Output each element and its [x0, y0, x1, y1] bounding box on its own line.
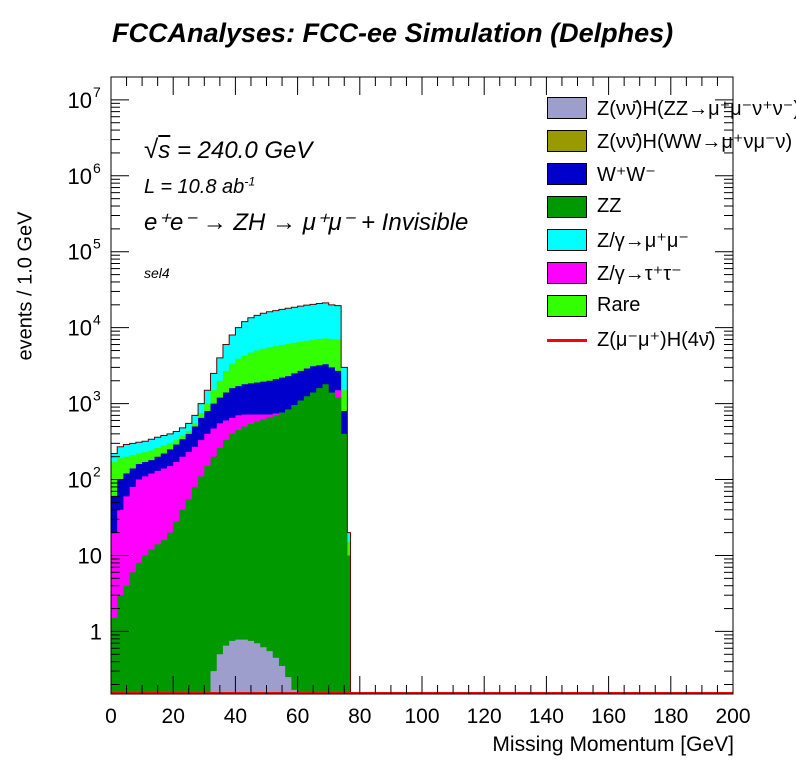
legend-color-swatch	[547, 229, 587, 251]
x-tick-label: 200	[715, 705, 750, 728]
x-tick-label: 160	[591, 705, 626, 728]
y-tick-exponent: 6	[93, 160, 101, 176]
y-tick-exponent: 2	[93, 464, 101, 480]
y-tick-exponent: 4	[93, 312, 101, 328]
process-annotation: e⁺e⁻ → ZH → μ⁺μ⁻ + Invisible	[144, 209, 469, 236]
x-tick-label: 40	[224, 705, 247, 728]
y-tick-label: 10	[68, 392, 92, 417]
x-tick-label: 120	[467, 705, 502, 728]
x-tick-label: 60	[286, 705, 309, 728]
legend-label: ZZ	[597, 195, 622, 217]
x-axis: 0 20 40 60 80 100 120 140 160 180 200	[105, 77, 751, 728]
y-tick-label: 10	[68, 164, 92, 189]
legend: Z(νν̄)H(ZZ→μ⁺μ⁻ν⁺ν⁻) Z(νν̄)H(WW→μ⁺νμ⁻ν) W⁺…	[547, 93, 796, 363]
legend-color-swatch	[547, 97, 587, 119]
legend-label: Z/γ→τ⁺τ⁻	[597, 263, 682, 285]
y-tick-label: 10	[68, 88, 92, 113]
legend-line-swatch	[547, 339, 587, 342]
x-tick-label: 80	[348, 705, 371, 728]
legend-entry: Z(νν̄)H(ZZ→μ⁺μ⁻ν⁺ν⁻)	[547, 93, 796, 123]
y-tick-label: 10	[68, 240, 92, 265]
chart-title: FCCAnalyses: FCC-ee Simulation (Delphes)	[112, 18, 674, 48]
legend-entry: Z(νν̄)H(WW→μ⁺νμ⁻ν)	[547, 126, 796, 156]
stacked-histograms	[111, 302, 733, 695]
y-tick-label: 1	[90, 619, 102, 644]
legend-entry: Z(μ⁻μ⁺)H(4ν̄)	[547, 324, 796, 354]
y-tick-exponent: 5	[93, 236, 101, 252]
x-tick-label: 0	[105, 705, 117, 728]
x-tick-label: 180	[653, 705, 688, 728]
x-tick-label: 20	[162, 705, 185, 728]
legend-label: Z(νν̄)H(ZZ→μ⁺μ⁻ν⁺ν⁻)	[597, 98, 796, 120]
stack-area-1	[111, 384, 733, 694]
stack-outline	[111, 302, 733, 695]
sqrt-s-var: s	[158, 137, 171, 164]
legend-color-swatch	[547, 295, 587, 317]
sqrt-s-annotation: √s = 240.0 GeV	[144, 134, 312, 165]
legend-entry: Rare	[547, 291, 796, 321]
legend-entry: W⁺W⁻	[547, 159, 796, 189]
y-axis-label: events / 1.0 GeV	[14, 211, 37, 361]
legend-label: Z/γ→μ⁺μ⁻	[597, 230, 689, 252]
y-tick-exponent: 7	[93, 84, 101, 100]
legend-label: Z(μ⁻μ⁺)H(4ν̄)	[597, 329, 716, 351]
legend-color-swatch	[547, 130, 587, 152]
x-tick-label: 140	[529, 705, 564, 728]
legend-label: Z(νν̄)H(WW→μ⁺νμ⁻ν)	[597, 131, 793, 153]
legend-color-swatch	[547, 163, 587, 185]
sqrt-s-value: = 240.0 GeV	[176, 137, 313, 164]
stack-area-0	[111, 639, 733, 694]
x-tick-label: 100	[404, 705, 439, 728]
legend-color-swatch	[547, 262, 587, 284]
lumi-exponent: -1	[244, 174, 256, 189]
legend-label: Rare	[597, 294, 641, 316]
legend-color-swatch	[547, 196, 587, 218]
x-axis-label: Missing Momentum [GeV]	[492, 733, 734, 756]
y-tick-label: 10	[68, 468, 92, 493]
y-tick-exponent: 3	[93, 388, 101, 404]
lumi-annotation: L = 10.8 ab-1	[144, 174, 256, 199]
selection-annotation: sel4	[144, 265, 170, 281]
legend-entry: Z/γ→μ⁺μ⁻	[547, 225, 796, 255]
legend-entry: ZZ	[547, 192, 796, 222]
legend-label: W⁺W⁻	[597, 164, 656, 186]
y-tick-label: 10	[78, 543, 102, 568]
sqrt-symbol: √	[144, 134, 159, 164]
y-tick-label: 10	[68, 316, 92, 341]
legend-entry: Z/γ→τ⁺τ⁻	[547, 258, 796, 288]
lumi-value: L = 10.8 ab	[144, 176, 245, 198]
